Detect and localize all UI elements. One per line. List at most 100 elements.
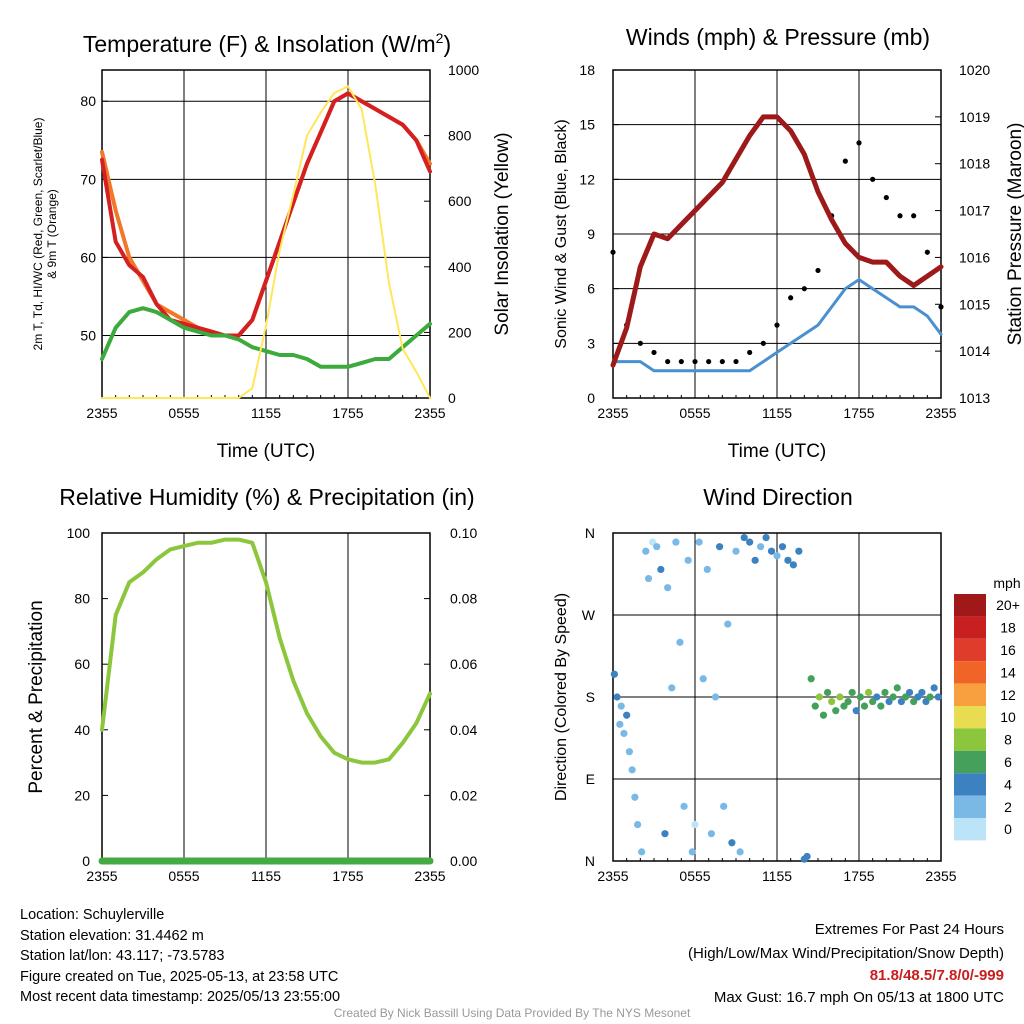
figure-created: Figure created on Tue, 2025-05-13, at 23…	[20, 968, 339, 985]
direction-point	[832, 707, 840, 715]
max-gust-text: Max Gust: 16.7 mph On 05/13 at 1800 UTC	[714, 989, 1004, 1006]
direction-point	[811, 702, 819, 710]
direction-point	[711, 693, 720, 701]
y-tick-label-left: 6	[587, 281, 595, 297]
extremes-subtitle: (High/Low/Max Wind/Precipitation/Snow De…	[688, 945, 1004, 962]
x-axis-label: Time (UTC)	[217, 441, 316, 462]
direction-point	[789, 561, 798, 569]
direction-point	[664, 584, 672, 592]
gust-point	[815, 267, 821, 274]
y-tick-label-right: 1013	[959, 390, 990, 406]
direction-point	[905, 688, 914, 697]
direction-point	[795, 547, 803, 555]
colorbar-label: 12	[1000, 687, 1016, 703]
y-tick-label-left: 80	[80, 93, 96, 109]
station-latlon: Station lat/lon: 43.117; -73.5783	[20, 948, 225, 964]
colorbar-swatch	[954, 616, 986, 639]
direction-point	[881, 688, 889, 697]
direction-point	[893, 684, 901, 692]
direction-point	[623, 711, 631, 719]
direction-point	[638, 848, 646, 856]
y-tick-label-left: 60	[74, 656, 90, 672]
y-tick-label-left: 0	[82, 853, 90, 869]
direction-point	[688, 848, 696, 856]
direction-point	[877, 702, 885, 710]
x-tick-label: 1755	[843, 868, 874, 884]
direction-point	[691, 820, 699, 829]
direction-point	[653, 543, 661, 551]
y-tick-label-right: 600	[448, 193, 472, 209]
x-tick-label: 1155	[251, 868, 281, 884]
direction-point	[746, 538, 754, 546]
extremes-values: 81.8/48.5/7.8/0/-999	[870, 967, 1004, 984]
x-tick-label: 1755	[332, 405, 363, 421]
gust-point	[747, 349, 753, 356]
direction-point	[889, 693, 897, 701]
colorbar-swatch	[954, 728, 986, 751]
gust-point	[706, 358, 712, 365]
gust-point	[760, 340, 766, 346]
direction-point	[613, 693, 621, 701]
direction-point	[699, 675, 707, 683]
direction-point	[625, 748, 634, 756]
colorbar-label: 10	[1000, 709, 1016, 725]
x-axis-label: Time (UTC)	[728, 441, 827, 462]
y-tick-label-right: 0.04	[450, 722, 477, 738]
y-tick-label-right: 800	[448, 128, 472, 144]
temperature-series-line-3	[101, 85, 431, 399]
gust-point	[870, 176, 876, 182]
humidity-line	[100, 537, 432, 765]
gust-point	[801, 286, 807, 292]
gust-point	[924, 249, 930, 255]
gust-point	[897, 213, 903, 219]
y-tick-label-right: 1019	[959, 109, 990, 125]
wind-direction-panel: Wind Direction 2355 0555 1155 1755 2355NESWN…	[553, 484, 1021, 884]
direction-point	[848, 688, 856, 697]
y-tick-label-right: 1014	[959, 343, 990, 359]
y-tick-label-left: 70	[80, 171, 96, 187]
direction-point	[918, 688, 926, 697]
gust-point	[719, 358, 725, 365]
x-tick-label: 2355	[925, 868, 956, 884]
direction-point	[617, 702, 625, 710]
y-axis-label-right: Solar Insolation (Yellow)	[492, 132, 513, 335]
x-tick-label: 0555	[168, 405, 199, 421]
humidity-chart-title: Relative Humidity (%) & Precipitation (i…	[59, 484, 474, 510]
colorbar-label: 4	[1004, 776, 1012, 792]
direction-point	[836, 693, 844, 701]
winds-chart-title: Winds (mph) & Pressure (mb)	[626, 24, 930, 50]
gust-point	[610, 249, 616, 255]
colorbar-label: 18	[1000, 620, 1016, 636]
x-tick-label: 2355	[414, 868, 445, 884]
gust-point	[678, 358, 684, 365]
direction-point	[728, 839, 736, 847]
direction-point	[720, 802, 728, 810]
gust-point	[665, 358, 671, 365]
wind-direction-chart-title: Wind Direction	[703, 484, 853, 510]
footer-credit: Created By Nick Bassill Using Data Provi…	[333, 1006, 691, 1020]
direction-point	[762, 533, 770, 542]
direction-point	[724, 620, 732, 628]
direction-point	[716, 543, 724, 551]
direction-point	[926, 693, 934, 701]
direction-point	[852, 707, 860, 715]
x-tick-label: 2355	[86, 868, 117, 884]
gust-point	[733, 358, 739, 365]
winds-panel: Winds (mph) & Pressure (mb) 2355 0555 1155…	[553, 24, 1024, 462]
direction-point	[620, 729, 628, 738]
direction-point	[815, 693, 823, 701]
recent-timestamp: Most recent data timestamp: 2025/05/13 2…	[20, 989, 341, 1005]
x-tick-label: 0555	[679, 868, 710, 884]
y-tick-label-left: N	[585, 853, 595, 869]
y-tick-label-left: 100	[67, 525, 91, 541]
y-tick-label-left: 20	[74, 787, 90, 803]
colorbar-swatch	[954, 750, 986, 774]
y-tick-label-right: 0.06	[450, 656, 477, 672]
y-tick-label-left: E	[586, 771, 595, 787]
direction-point	[676, 638, 684, 646]
direction-point	[657, 565, 665, 574]
y-axis-label-right: Station Pressure (Maroon)	[1005, 123, 1024, 346]
direction-point	[828, 697, 836, 706]
